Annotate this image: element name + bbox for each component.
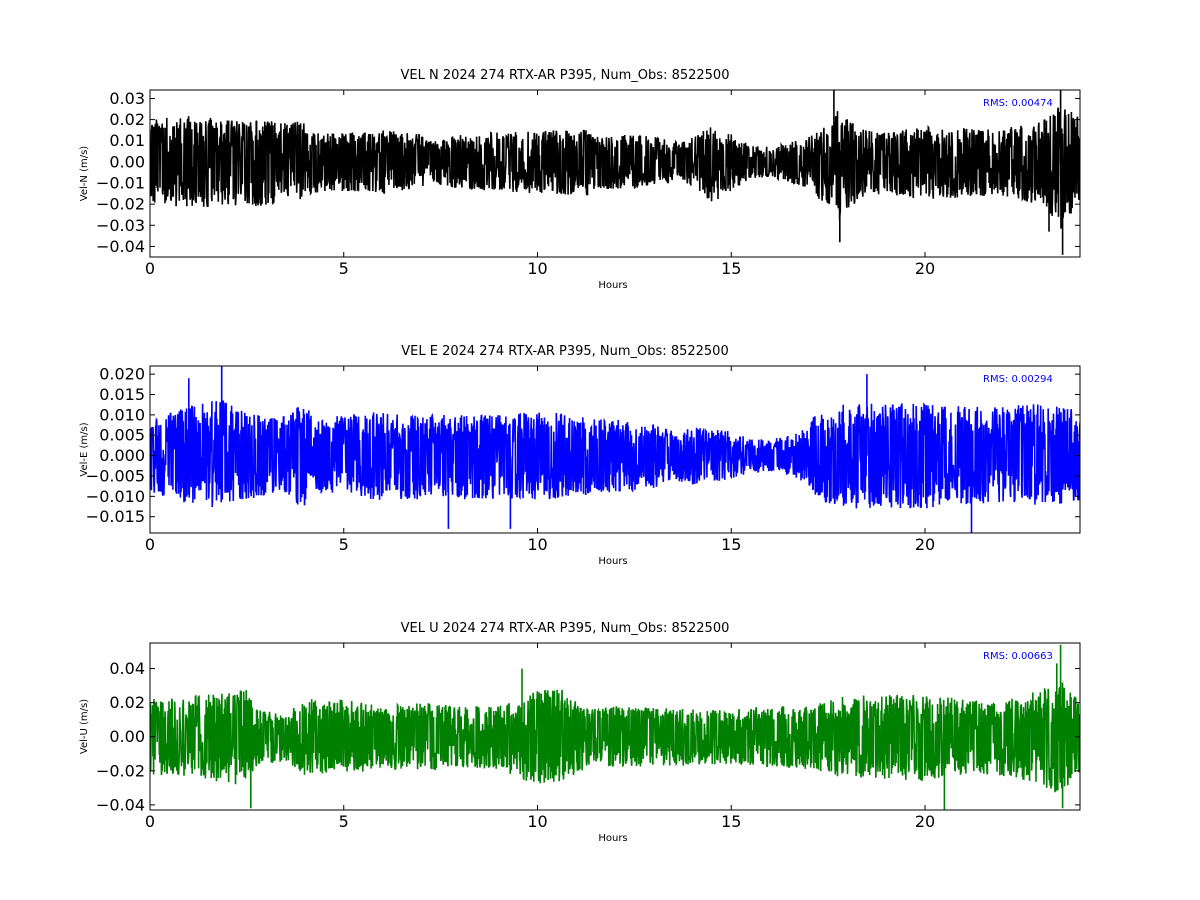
x-tick-label: 10 bbox=[527, 812, 547, 831]
x-axis-label-north: Hours bbox=[598, 280, 627, 291]
x-axis-label-up: Hours bbox=[598, 833, 627, 844]
y-tick-label: −0.01 bbox=[96, 174, 145, 193]
rms-annotation-north: RMS: 0.00474 bbox=[983, 98, 1053, 109]
series-line-east bbox=[150, 366, 1080, 533]
plot-frame-east bbox=[149, 365, 1081, 534]
y-tick-label: −0.015 bbox=[86, 507, 145, 526]
x-tick-label: 20 bbox=[915, 535, 935, 554]
x-tick-label: 10 bbox=[527, 535, 547, 554]
x-axis-label-east: Hours bbox=[598, 556, 627, 567]
chart-title-east: VEL E 2024 274 RTX-AR P395, Num_Obs: 852… bbox=[401, 344, 728, 359]
y-tick-label: 0.000 bbox=[99, 446, 145, 465]
x-tick-label: 0 bbox=[145, 535, 155, 554]
y-tick-label: −0.03 bbox=[96, 216, 145, 235]
y-tick-label: 0.00 bbox=[109, 152, 145, 171]
chart-title-up: VEL U 2024 274 RTX-AR P395, Num_Obs: 852… bbox=[401, 621, 730, 636]
y-tick-label: 0.015 bbox=[99, 385, 145, 404]
x-tick-label: 20 bbox=[915, 259, 935, 278]
x-tick-label: 20 bbox=[915, 812, 935, 831]
y-axis-label-up: Vel-U (m/s) bbox=[79, 699, 90, 754]
x-tick-label: 5 bbox=[339, 535, 349, 554]
y-tick-label: 0.02 bbox=[109, 693, 145, 712]
x-tick-label: 15 bbox=[721, 812, 741, 831]
y-tick-label: −0.02 bbox=[96, 195, 145, 214]
y-tick-label: −0.04 bbox=[96, 795, 145, 814]
y-tick-label: −0.010 bbox=[86, 487, 145, 506]
series-line-north bbox=[150, 90, 1080, 255]
y-axis-label-east: Vel-E (m/s) bbox=[79, 422, 90, 476]
y-tick-label: 0.00 bbox=[109, 727, 145, 746]
x-tick-label: 15 bbox=[721, 259, 741, 278]
y-tick-label: 0.03 bbox=[109, 89, 145, 108]
x-tick-label: 5 bbox=[339, 812, 349, 831]
y-tick-label: 0.005 bbox=[99, 426, 145, 445]
x-tick-label: 0 bbox=[145, 259, 155, 278]
plot-frame-up bbox=[149, 642, 1081, 811]
y-tick-label: −0.005 bbox=[86, 466, 145, 485]
rms-annotation-east: RMS: 0.00294 bbox=[983, 374, 1053, 385]
x-tick-label: 0 bbox=[145, 812, 155, 831]
y-tick-label: −0.04 bbox=[96, 237, 145, 256]
y-tick-label: 0.020 bbox=[99, 365, 145, 384]
chart-title-north: VEL N 2024 274 RTX-AR P395, Num_Obs: 852… bbox=[401, 68, 730, 83]
x-tick-label: 10 bbox=[527, 259, 547, 278]
y-axis-label-north: Vel-N (m/s) bbox=[79, 146, 90, 201]
panel-up: 0 5 10 15 20 −0.04 −0.02 0.00 0.02 0.04 VEL U 2024… bbox=[79, 621, 1081, 844]
x-tick-label: 15 bbox=[721, 535, 741, 554]
series-line-up bbox=[150, 644, 1080, 810]
rms-annotation-up: RMS: 0.00663 bbox=[983, 651, 1053, 662]
y-tick-label: 0.010 bbox=[99, 405, 145, 424]
y-tick-label: 0.02 bbox=[109, 110, 145, 129]
y-tick-label: −0.02 bbox=[96, 761, 145, 780]
y-tick-label: 0.01 bbox=[109, 131, 145, 150]
plot-frame-north bbox=[149, 89, 1081, 258]
panel-north: 0 5 10 15 20 −0.04 −0.03 −0.02 −0.01 0.00 0.01 0.02… bbox=[79, 68, 1081, 291]
x-tick-label: 5 bbox=[339, 259, 349, 278]
y-tick-label: 0.04 bbox=[109, 659, 145, 678]
